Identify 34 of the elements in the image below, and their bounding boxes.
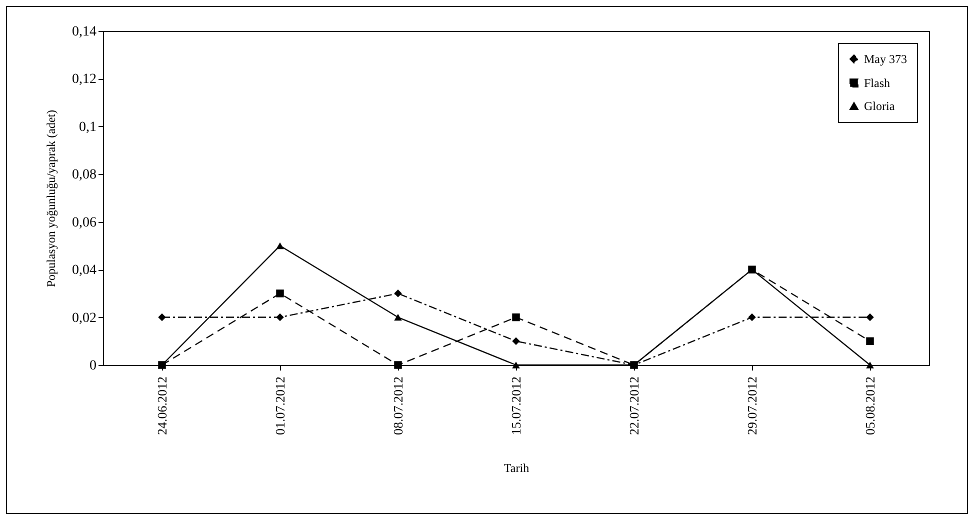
y-tick-label: 0,12 [72,72,96,88]
y-tick-label: 0,06 [72,215,96,230]
y-tick-label: 0,08 [72,168,96,183]
x-tick-label: 15.07.2012 [508,376,524,435]
x-tick-label: 01.07.2012 [272,376,288,435]
point [748,313,756,322]
point [276,242,284,250]
point [512,313,520,322]
y-tick-label: 0,1 [79,120,96,135]
x-tick-label: 05.08.2012 [862,376,878,435]
legend-label: Flash [864,76,890,90]
point [394,361,402,369]
legend-label: May 373 [864,52,907,66]
x-tick-label: 08.07.2012 [390,376,406,435]
y-axis-title: Populasyon yoğunluğu/yaprak (adet) [44,110,58,288]
x-tick-label: 22.07.2012 [626,376,642,435]
point [512,362,520,368]
x-tick-label: 29.07.2012 [744,376,760,435]
legend-label: Gloria [864,99,896,113]
point [866,362,874,368]
point [866,337,874,346]
point [158,313,166,322]
point [276,313,284,322]
y-tick-label: 0 [90,358,96,374]
x-axis-title: Tarih [504,461,530,475]
x-tick-label: 24.06.2012 [154,376,170,435]
point [276,290,284,298]
point [394,314,402,321]
y-tick-label: 0,04 [72,263,96,278]
point [866,313,874,322]
y-tick-label: 0,14 [72,24,96,40]
point [512,337,520,346]
point [394,290,402,298]
y-tick-label: 0,02 [72,310,96,326]
